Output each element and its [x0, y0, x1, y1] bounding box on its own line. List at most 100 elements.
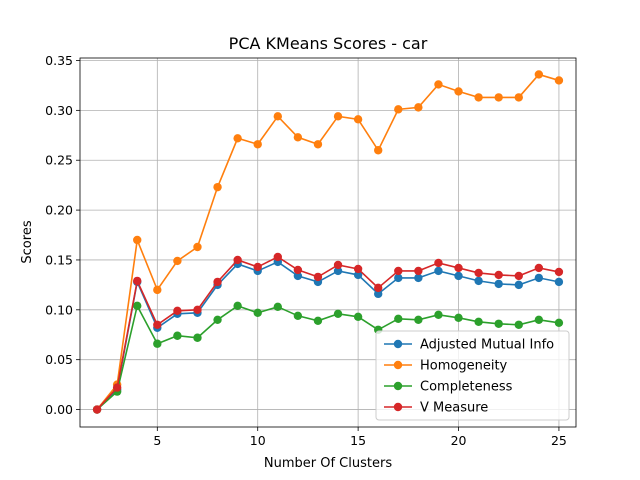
data-point-completeness	[333, 309, 343, 319]
data-point-homogeneity	[313, 140, 323, 149]
data-point-completeness	[534, 315, 544, 324]
legend-item-homogeneity: Homogeneity	[384, 359, 508, 374]
legend-label: Homogeneity	[420, 359, 508, 374]
data-point-completeness	[394, 314, 403, 323]
legend-label: Adjusted Mutual Info	[420, 338, 554, 353]
data-point-completeness	[233, 301, 242, 311]
data-point-v-measure	[454, 263, 463, 273]
data-point-adjusted-mutual-info	[494, 279, 503, 289]
legend-swatch-marker	[393, 360, 403, 370]
data-point-completeness	[293, 311, 303, 321]
data-point-v-measure	[374, 283, 383, 293]
y-tick-label: 0.10	[45, 302, 73, 317]
data-point-v-measure	[233, 255, 242, 265]
x-tick-label: 15	[350, 433, 366, 448]
data-point-homogeneity	[153, 285, 162, 295]
data-point-homogeneity	[293, 133, 303, 142]
x-tick-label: 20	[451, 433, 467, 448]
data-point-v-measure	[173, 306, 182, 316]
data-point-adjusted-mutual-info	[414, 273, 423, 283]
data-point-completeness	[454, 313, 463, 322]
legend-swatch-marker	[393, 381, 403, 391]
data-point-v-measure	[494, 270, 503, 280]
data-point-v-measure	[414, 266, 423, 276]
legend-label: Completeness	[420, 380, 513, 395]
data-point-v-measure	[273, 252, 282, 262]
data-point-homogeneity	[253, 140, 262, 149]
y-tick-label: 0.00	[45, 402, 73, 417]
data-point-homogeneity	[374, 146, 383, 155]
axis-ticks: 5 10 15 20 25 0.00 0.05 0.10 0.15 0.20 0.25 0.30 0.3…	[45, 53, 567, 448]
data-point-homogeneity	[213, 182, 222, 192]
data-point-v-measure	[394, 266, 403, 276]
data-point-adjusted-mutual-info	[534, 273, 544, 283]
data-point-v-measure	[112, 383, 122, 392]
data-point-homogeneity	[333, 112, 343, 121]
data-point-homogeneity	[454, 87, 463, 96]
data-point-homogeneity	[394, 105, 403, 114]
data-point-homogeneity	[414, 103, 423, 112]
y-tick-label: 0.20	[45, 203, 73, 218]
series-completeness	[92, 301, 564, 414]
x-tick-label: 10	[250, 433, 266, 448]
y-axis-label: Scores	[20, 220, 35, 263]
data-point-completeness	[554, 318, 564, 327]
legend-label: V Measure	[420, 401, 488, 416]
data-point-homogeneity	[173, 256, 182, 266]
x-tick-label: 5	[153, 433, 161, 448]
data-point-completeness	[193, 333, 202, 342]
data-point-adjusted-mutual-info	[554, 277, 564, 287]
data-point-homogeneity	[554, 76, 564, 85]
data-point-homogeneity	[494, 93, 503, 102]
plot-frame	[79, 57, 577, 428]
y-tick-label: 0.35	[45, 53, 73, 68]
data-point-adjusted-mutual-info	[353, 270, 363, 280]
data-point-adjusted-mutual-info	[474, 276, 483, 286]
chart-title: PCA KMeans Scores - car	[229, 34, 428, 53]
data-point-v-measure	[434, 258, 443, 268]
y-tick-label: 0.05	[45, 352, 73, 367]
legend-item-completeness: Completeness	[384, 380, 513, 395]
series-layer	[92, 70, 564, 414]
data-point-completeness	[273, 302, 282, 312]
legend-item-adjusted-mutual-info: Adjusted Mutual Info	[384, 338, 554, 353]
y-tick-label: 0.15	[45, 252, 73, 267]
data-point-homogeneity	[233, 134, 242, 143]
data-point-completeness	[153, 339, 162, 348]
x-axis-label: Number Of Clusters	[264, 456, 392, 471]
data-point-adjusted-mutual-info	[434, 266, 443, 276]
data-point-v-measure	[253, 262, 262, 272]
series-v-measure	[92, 252, 564, 414]
data-point-v-measure	[193, 305, 202, 315]
data-point-completeness	[313, 316, 323, 325]
data-point-v-measure	[153, 320, 162, 329]
y-tick-label: 0.25	[45, 153, 73, 168]
legend: Adjusted Mutual Info Homogeneity Completen…	[375, 330, 570, 421]
legend-item-v-measure: V Measure	[384, 401, 488, 416]
data-point-homogeneity	[534, 70, 544, 79]
data-point-v-measure	[333, 260, 343, 270]
data-point-adjusted-mutual-info	[454, 271, 463, 281]
data-point-adjusted-mutual-info	[394, 273, 403, 283]
data-point-v-measure	[313, 272, 323, 282]
y-tick-label: 0.30	[45, 103, 73, 118]
data-point-homogeneity	[514, 93, 523, 102]
series-homogeneity	[92, 70, 564, 414]
data-point-homogeneity	[353, 115, 363, 124]
data-point-completeness	[173, 331, 182, 340]
data-point-homogeneity	[474, 93, 483, 102]
data-point-v-measure	[554, 267, 564, 277]
data-point-homogeneity	[193, 242, 202, 252]
data-point-completeness	[434, 310, 443, 320]
data-point-adjusted-mutual-info	[293, 271, 303, 281]
data-point-adjusted-mutual-info	[333, 266, 343, 276]
data-point-v-measure	[92, 405, 102, 414]
data-point-completeness	[133, 301, 142, 311]
data-point-v-measure	[213, 277, 222, 287]
data-point-adjusted-mutual-info	[514, 280, 523, 290]
legend-swatch-marker	[393, 402, 403, 412]
data-point-completeness	[414, 315, 423, 324]
data-point-v-measure	[133, 276, 142, 286]
data-point-v-measure	[534, 263, 544, 273]
